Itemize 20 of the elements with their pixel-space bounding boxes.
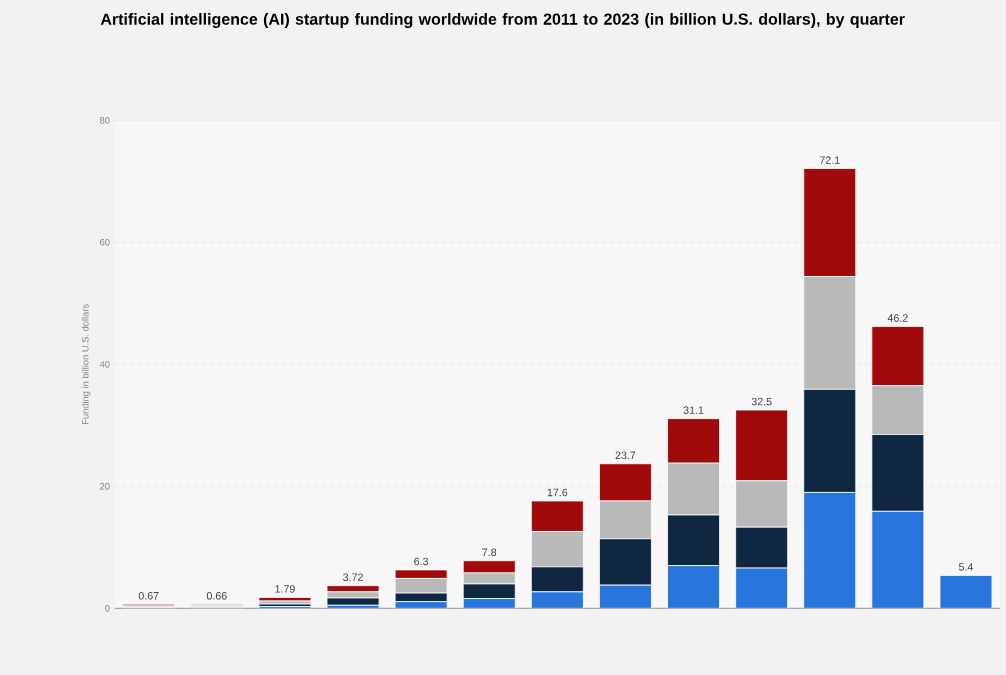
total-label: 0.67 xyxy=(138,591,159,600)
y-tick-label: 40 xyxy=(99,361,110,368)
y-tick-label: 20 xyxy=(100,483,110,490)
total-label: 1.79 xyxy=(275,585,295,593)
total-label: 0.66 xyxy=(206,592,227,600)
y-tick-label: 80 xyxy=(99,117,110,124)
total-label: 72.1 xyxy=(819,156,840,164)
total-label: 6.3 xyxy=(414,557,429,566)
total-label: 3.72 xyxy=(343,573,363,581)
total-label: 17.6 xyxy=(547,488,568,497)
chart-title: Artificial intelligence (AI) startup funding worldwide from 2011 to 2023 (in billion U.S. dollars), by quarter xyxy=(100,13,905,29)
total-label: 46.2 xyxy=(887,314,908,322)
y-tick-label: 60 xyxy=(100,239,110,246)
total-label: 31.1 xyxy=(683,406,704,414)
total-label: 23.7 xyxy=(615,451,636,460)
y-tick-label: 0 xyxy=(105,605,110,612)
total-label: 5.4 xyxy=(958,563,974,571)
total-label: 32.5 xyxy=(751,397,772,406)
y-axis-title: Funding in billion U.S. dollars xyxy=(81,304,91,424)
total-label: 7.8 xyxy=(482,548,497,557)
